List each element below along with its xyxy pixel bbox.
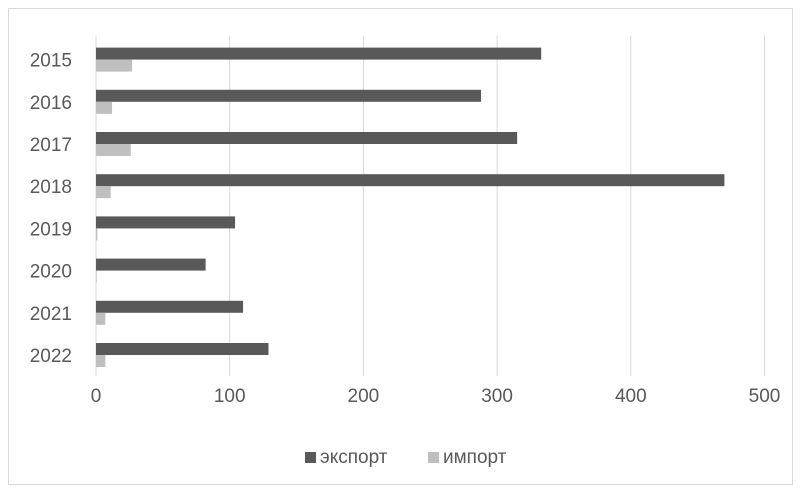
legend-label-export: экспорт (320, 447, 388, 468)
y-tick-label-2018: 2018 (30, 177, 72, 198)
x-tick-label-400: 400 (615, 386, 647, 407)
bar-import-2018 (96, 186, 111, 199)
x-tick-label-0: 0 (91, 386, 102, 407)
x-tick-label-300: 300 (481, 386, 513, 407)
bar-import-2015 (96, 59, 133, 72)
bar-export-2022 (96, 343, 269, 355)
bar-export-2017 (96, 132, 518, 144)
y-tick-label-2022: 2022 (30, 346, 72, 367)
bar-import-2017 (96, 144, 131, 156)
bar-import-2021 (96, 312, 106, 325)
y-tick-label-2019: 2019 (30, 219, 72, 240)
y-tick-label-2020: 2020 (30, 262, 72, 283)
x-tick-label-500: 500 (749, 386, 781, 407)
legend-swatch-export (305, 452, 316, 463)
bar-export-2020 (96, 258, 206, 271)
x-tick-label-200: 200 (348, 386, 380, 407)
bar-import-2020 (96, 270, 97, 283)
x-tick-label-100: 100 (214, 386, 246, 407)
bar-export-2015 (96, 47, 542, 60)
bar-export-2021 (96, 300, 244, 313)
y-tick-label-2015: 2015 (30, 51, 72, 72)
y-tick-label-2017: 2017 (30, 135, 72, 156)
bar-chart: 2015 2016 2017 2018 2019 2020 2021 2022 0 100 200 3… (30, 35, 781, 468)
legend-swatch-import (428, 452, 439, 463)
bar-import-2019 (96, 228, 98, 241)
bar-export-2018 (96, 174, 725, 187)
legend-label-import: импорт (443, 447, 507, 468)
bar-export-2019 (96, 216, 236, 229)
y-tick-label-2016: 2016 (30, 93, 72, 114)
y-tick-label-2021: 2021 (30, 304, 72, 325)
bar-import-2022 (96, 355, 106, 367)
bar-import-2016 (96, 101, 113, 114)
bar-export-2016 (96, 89, 482, 102)
chart-frame: 2015 2016 2017 2018 2019 2020 2021 2022 0 100 200 3… (8, 8, 793, 485)
